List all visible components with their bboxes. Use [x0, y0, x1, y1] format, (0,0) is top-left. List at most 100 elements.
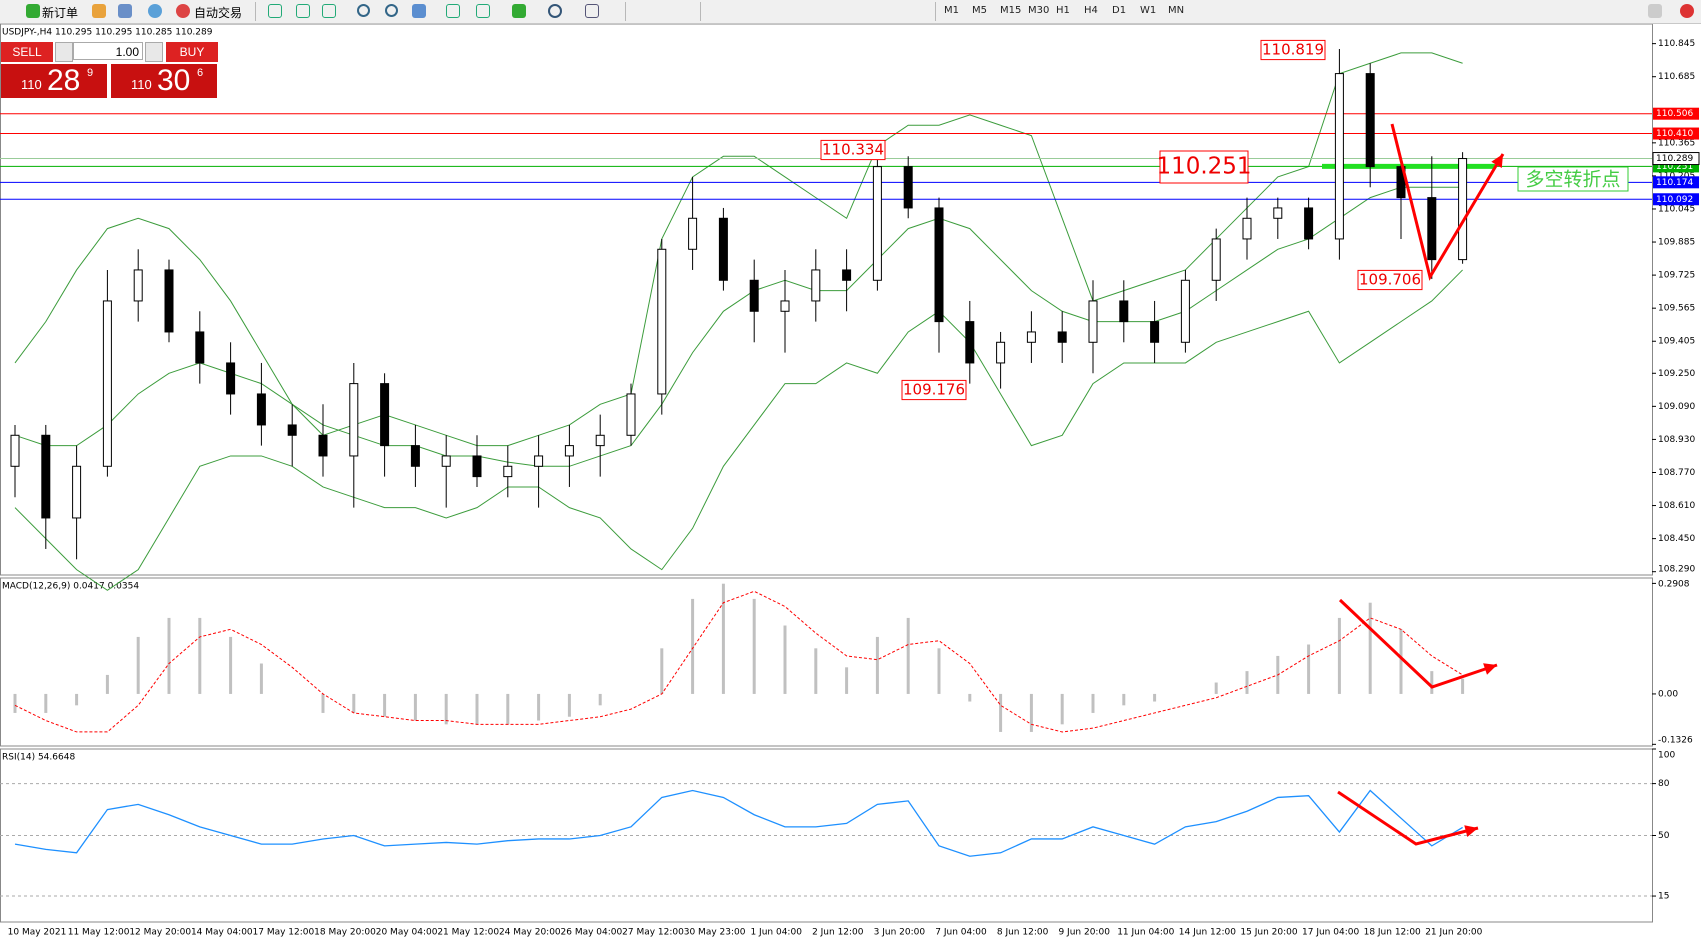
x-tick-label: 8 Jun 12:00: [997, 928, 1049, 938]
candle-body: [1242, 217, 1252, 240]
y-tick-label: 80: [1658, 779, 1670, 789]
sell-button[interactable]: SELL: [1, 42, 53, 62]
candle-body: [688, 217, 698, 250]
x-tick-label: 9 Jun 20:00: [1058, 928, 1110, 938]
y-tick-label: 109.885: [1658, 238, 1695, 248]
auto-trading-button[interactable]: 自动交易: [194, 6, 243, 20]
macd-bar: [1060, 693, 1064, 725]
macd-bar: [229, 636, 233, 694]
buy-price[interactable]: 110 30 6: [111, 64, 217, 98]
y-tick-label: 15: [1658, 892, 1669, 902]
macd-bar: [1337, 617, 1341, 694]
annotation-box: [901, 379, 967, 401]
bollinger-middle: [14, 186, 1463, 467]
trade-panel: SELL 1.00 BUY 110 28 9 110 30 6: [1, 42, 218, 98]
candle-body: [534, 455, 544, 467]
price-sup: 9: [87, 67, 94, 79]
candle-body: [380, 383, 390, 447]
icon: [412, 4, 426, 18]
arrow-head: [1483, 663, 1497, 675]
candle-body: [472, 455, 482, 478]
icon: [322, 4, 336, 18]
x-tick-label: 3 Jun 20:00: [874, 928, 926, 938]
macd-bar: [1091, 693, 1095, 713]
x-tick-label: 11 May 12:00: [68, 928, 130, 938]
note: 多空转折点: [1525, 169, 1620, 191]
zoom-out[interactable]: [385, 4, 398, 17]
candle-body: [1088, 300, 1098, 343]
macd-bar: [875, 636, 879, 694]
level-label: 110.174: [1656, 178, 1693, 188]
rsi-line: [14, 789, 1463, 857]
candle-body: [133, 269, 143, 302]
candle-body: [1334, 73, 1344, 240]
timeframe-button[interactable]: M1: [944, 5, 959, 16]
candle-body: [1026, 331, 1036, 343]
candle-body: [72, 465, 82, 519]
icon: [1648, 4, 1662, 18]
new-order-button[interactable]: 新订单: [42, 6, 79, 20]
candle-body: [1150, 321, 1160, 343]
sell-price[interactable]: 110 28 9: [1, 64, 107, 98]
candle-body: [595, 434, 605, 447]
macd-bar: [1461, 678, 1465, 694]
lot-up[interactable]: [145, 42, 163, 62]
macd-bar: [906, 617, 910, 694]
x-tick-label: 17 May 12:00: [253, 928, 315, 938]
lot-down[interactable]: [55, 42, 73, 62]
signal-line: [14, 590, 1463, 733]
candle-body: [349, 383, 359, 457]
y-tick-label: 0.2908: [1658, 580, 1690, 590]
timeframe-button[interactable]: M30: [1028, 5, 1050, 16]
y-tick-label: 100: [1658, 751, 1675, 761]
annotation: 110.819: [1262, 41, 1324, 59]
candle-body: [164, 269, 174, 333]
x-tick-label: 21 Jun 20:00: [1425, 928, 1482, 938]
icon: [512, 4, 526, 18]
macd-bar: [537, 693, 541, 721]
toolbar: 新订单 自动交易 M1 M5 M15 M30 H1 H4 D1 W1 MN: [0, 0, 1701, 24]
candle-body: [1304, 207, 1314, 240]
macd-bar: [1214, 682, 1218, 694]
new-order-icon: [26, 4, 40, 18]
level-label-box: [1653, 127, 1699, 140]
y-tick-label: -0.1326: [1658, 736, 1693, 746]
zoom-in[interactable]: [357, 4, 370, 17]
y-tick-label: 110.365: [1658, 138, 1695, 148]
annotation: 109.176: [903, 381, 965, 399]
timeframe-button[interactable]: M5: [972, 5, 987, 16]
icon: [446, 4, 460, 18]
timeframe-button[interactable]: MN: [1168, 5, 1185, 16]
candle-body: [934, 207, 944, 323]
timeframe-button[interactable]: M15: [1000, 5, 1022, 16]
macd-bar: [75, 693, 79, 706]
timeframe-button[interactable]: W1: [1140, 5, 1157, 16]
candle-body: [41, 434, 51, 519]
candle-body: [1427, 197, 1437, 261]
level-label-box: [1653, 176, 1699, 189]
timeframe-button[interactable]: D1: [1112, 5, 1127, 16]
candle-body: [1180, 279, 1190, 343]
candle-body: [1211, 238, 1221, 281]
candle-body: [441, 455, 451, 467]
icon: [548, 4, 562, 18]
macd-bar: [1029, 693, 1033, 732]
macd-bar: [475, 693, 479, 725]
y-tick-label: 109.725: [1658, 271, 1695, 281]
macd-bar: [352, 693, 356, 713]
price-prefix: 110: [131, 77, 152, 92]
timeframe-button[interactable]: H4: [1084, 5, 1098, 16]
candle-body: [1057, 331, 1067, 343]
timeframe-button[interactable]: H1: [1056, 5, 1070, 16]
y-tick-label: 109.565: [1658, 304, 1695, 314]
buy-button[interactable]: BUY: [166, 42, 218, 62]
separator: [935, 2, 936, 21]
lot-input[interactable]: 1.00: [73, 42, 143, 60]
price-prefix: 110: [21, 77, 42, 92]
macd-bar: [1122, 693, 1126, 706]
macd-bar: [198, 617, 202, 694]
separator: [625, 2, 626, 21]
x-tick-label: 10 May 2021: [8, 928, 67, 938]
x-tick-label: 30 May 23:00: [684, 928, 746, 938]
bollinger-upper: [14, 52, 1463, 447]
